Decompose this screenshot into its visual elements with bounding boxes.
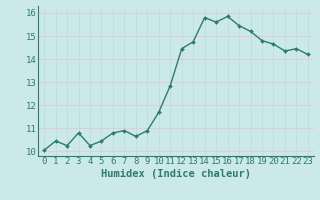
X-axis label: Humidex (Indice chaleur): Humidex (Indice chaleur): [101, 169, 251, 179]
